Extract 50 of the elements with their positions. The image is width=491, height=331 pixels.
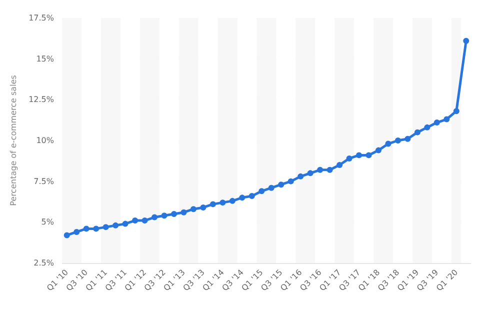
point [404,136,411,142]
point [220,200,226,206]
point [414,129,420,136]
point [170,211,177,217]
point [288,178,294,184]
point [112,222,119,228]
point [424,124,430,130]
point [190,206,196,212]
point [180,209,187,216]
point [453,108,460,114]
point [258,188,265,194]
point [394,138,401,144]
point [307,170,314,176]
point [248,193,255,200]
y-tick-label: 2.5% [34,258,54,268]
point [239,194,246,201]
y-tick-label: 12.5% [28,95,54,104]
point [463,38,470,44]
point [102,224,109,230]
point [366,152,372,158]
y-axis-title: Percentage of e-commerce sales [9,75,18,206]
point [336,162,343,168]
point [326,166,333,173]
point [132,218,138,224]
point [210,201,216,208]
point [93,226,100,232]
y-tick-label: 15% [36,54,54,64]
y-tick-label: 17.5% [28,14,54,22]
point [346,155,352,162]
point [356,152,362,158]
point [278,182,284,188]
point [229,198,236,204]
point [434,120,440,126]
point [74,228,80,235]
point [83,226,90,232]
point [122,220,128,227]
point [375,147,382,154]
point [385,140,392,147]
y-tick-label: 5% [41,218,54,227]
point [152,214,158,220]
point [268,184,274,191]
point [298,173,304,180]
point [200,204,206,210]
point [444,116,450,122]
y-tick-label: 7.5% [34,176,54,186]
y-tick-label: 10% [36,136,54,145]
point [161,212,168,219]
point [317,166,324,173]
point [142,218,148,224]
point [64,232,70,238]
